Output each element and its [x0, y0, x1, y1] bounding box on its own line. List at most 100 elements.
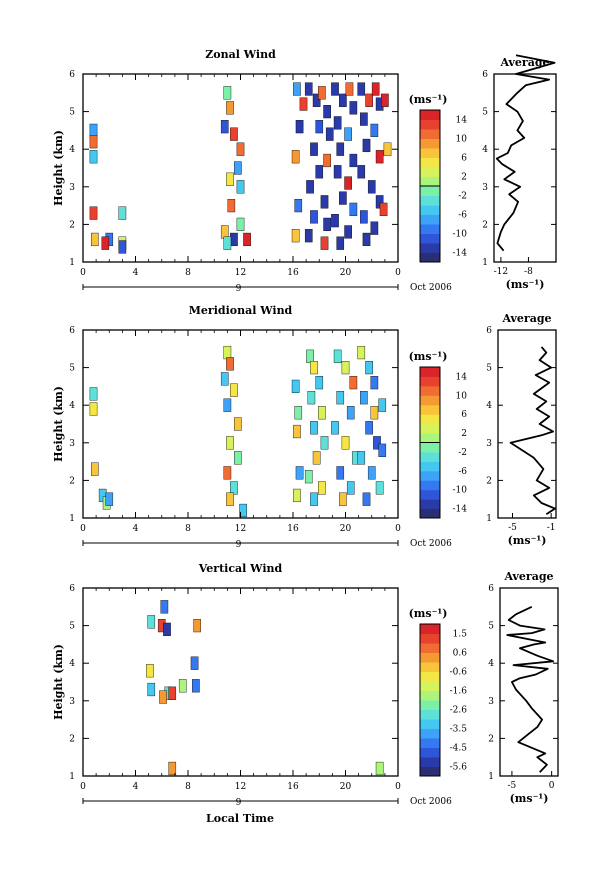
colorbar-swatch [420, 652, 440, 663]
data-cell [294, 406, 303, 420]
colorbar-swatch [420, 461, 440, 472]
colorbar-swatch [420, 129, 440, 139]
data-cell [360, 112, 368, 126]
data-cell [239, 503, 247, 518]
data-cell [310, 210, 318, 224]
data-cell [383, 142, 392, 156]
data-cell [294, 199, 303, 213]
data-cell [375, 481, 384, 495]
data-cell [318, 86, 326, 100]
data-cell [325, 127, 334, 141]
colorbar-swatch [420, 662, 440, 672]
colorbar-swatch [420, 499, 440, 510]
data-cell [344, 176, 352, 190]
y-tick-label: 1 [69, 772, 75, 782]
data-cell [315, 120, 324, 134]
average-y-tick-label: 5 [488, 622, 494, 632]
colorbar-swatch [420, 470, 440, 481]
data-cell [226, 101, 234, 115]
colorbar-tick-label: -2 [458, 192, 467, 202]
colorbar-swatch [420, 224, 440, 234]
data-cell [331, 82, 339, 96]
data-cell [160, 600, 169, 614]
colorbar-tick-label: 6 [461, 410, 467, 420]
colorbar-swatch [420, 766, 440, 777]
x-tick-label: 0 [80, 524, 86, 534]
y-tick-label: 4 [69, 401, 75, 411]
data-cell [168, 686, 177, 700]
average-y-tick-label: 4 [482, 145, 488, 155]
data-cell [230, 232, 238, 247]
data-cell [293, 82, 301, 96]
data-cell [367, 466, 376, 480]
data-cell [357, 345, 366, 360]
data-cell [226, 172, 234, 186]
y-tick-label: 1 [69, 514, 75, 524]
colorbar-swatch [420, 643, 440, 653]
data-cell [192, 679, 200, 693]
colorbar-tick-label: -4.5 [450, 744, 468, 754]
y-tick-label: 5 [69, 622, 75, 632]
average-y-tick-label: 4 [488, 659, 494, 669]
colorbar-tick-label: 6 [461, 154, 467, 164]
data-cell [243, 232, 251, 247]
data-cell [346, 406, 355, 420]
data-cell [220, 225, 229, 239]
data-cell [339, 93, 347, 107]
y-tick-label: 2 [69, 734, 75, 744]
data-cell [362, 492, 371, 506]
average-x-tick-label: -5 [508, 781, 517, 791]
data-cell [357, 451, 366, 465]
average-x-label: (ms⁻¹) [506, 278, 545, 291]
average-frame [497, 329, 557, 519]
average-title: Average [503, 570, 553, 583]
y-tick-label: 3 [69, 183, 75, 193]
colorbar-swatch [420, 395, 440, 406]
data-cell [230, 383, 238, 397]
data-cell [193, 619, 201, 633]
x-tick-label: 20 [340, 268, 352, 278]
data-cell [336, 466, 345, 480]
data-cell [379, 202, 388, 216]
average-y-tick-label: 2 [486, 476, 492, 486]
data-cell [341, 361, 350, 375]
y-tick-label: 4 [69, 659, 75, 669]
colorbar-unit: (ms⁻¹) [409, 350, 448, 363]
average-x-label: (ms⁻¹) [508, 534, 547, 547]
data-cell [315, 165, 324, 179]
colorbar-unit: (ms⁻¹) [409, 93, 448, 106]
x-tick-label: 12 [235, 524, 246, 534]
data-cell [344, 127, 352, 141]
colorbar-swatch [420, 404, 440, 415]
data-cell [336, 236, 345, 250]
colorbar-swatch [420, 690, 440, 701]
y-axis-label: Height (km) [52, 644, 65, 720]
average-frame [499, 587, 559, 777]
data-cell [234, 161, 242, 175]
colorbar-tick-label: 1.5 [453, 630, 468, 640]
data-cell [336, 142, 345, 156]
average-y-tick-label: 3 [488, 697, 494, 707]
data-cell [234, 417, 242, 431]
colorbar-swatch [420, 747, 440, 758]
data-cell [375, 150, 384, 164]
average-x-tick-label: 0 [549, 781, 555, 791]
data-cell [349, 153, 358, 168]
average-x-tick-label: -12 [494, 267, 509, 277]
average-y-tick-label: 5 [482, 108, 488, 118]
data-cell [91, 462, 99, 476]
data-cell [373, 436, 381, 450]
data-cell [118, 240, 127, 254]
colorbar-tick-label: -3.5 [450, 725, 468, 735]
colorbar-tick-label: 14 [456, 372, 468, 382]
colorbar-unit: (ms⁻¹) [409, 607, 448, 620]
average-y-tick-label: 3 [486, 439, 492, 449]
x-axis-label: Local Time [206, 812, 274, 825]
data-cell [315, 376, 324, 390]
colorbar-swatch [420, 633, 440, 644]
data-cell [159, 690, 167, 704]
data-cell [293, 424, 301, 439]
data-cell [349, 101, 358, 115]
